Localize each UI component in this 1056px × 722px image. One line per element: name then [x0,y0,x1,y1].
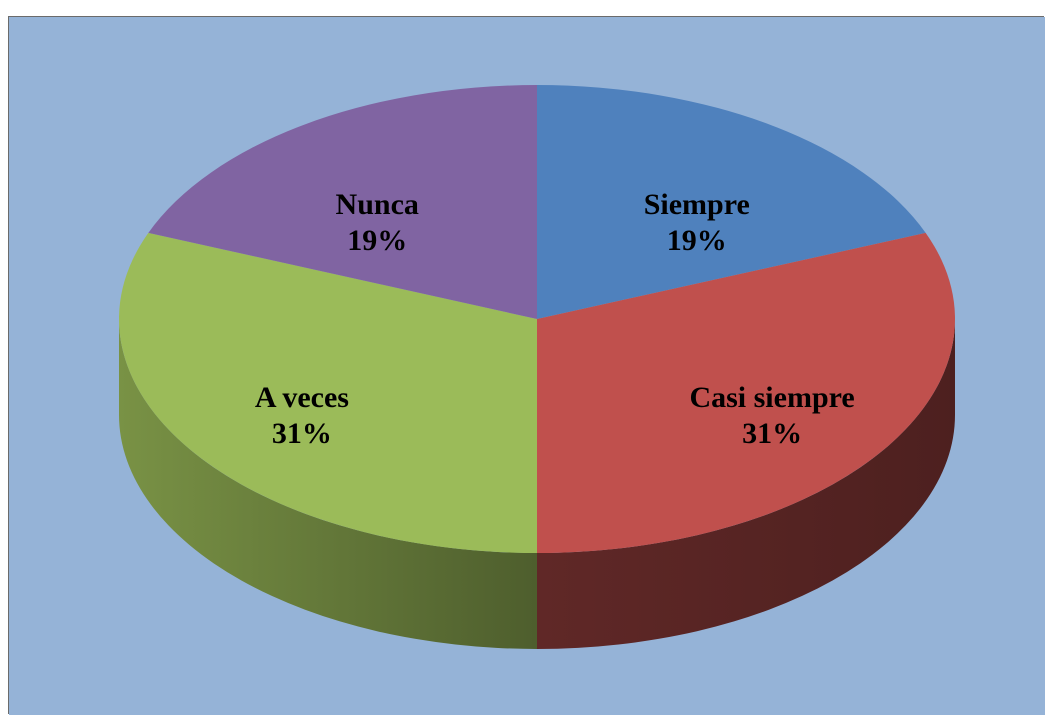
pie-slice-a-veces [119,232,538,553]
data-label-percent: 31% [272,417,332,450]
data-label-category: Nunca [336,188,419,221]
chart-area: Siempre 19% Casi siempre 31% A veces 31% Nunca… [8,16,1045,715]
data-label-percent: 31% [742,417,802,450]
data-label-category: A veces [255,381,349,414]
data-label-percent: 19% [667,224,727,257]
data-label-category: Casi siempre [689,381,854,414]
pie-slice-nunca [148,85,537,319]
data-label-category: Siempre [644,188,750,221]
pie-side-layer [119,319,955,649]
pie-slice-siempre [537,85,926,319]
data-label-a-veces: A veces 31% [255,381,349,450]
data-label-casi-siempre: Casi siempre 31% [689,381,854,450]
data-label-siempre: Siempre 19% [644,188,750,257]
pie-chart: Siempre 19%Casi siempre 31%A veces 31%Nunca… [9,17,1045,715]
pie-slice-casi-siempre [537,232,955,553]
data-labels: Siempre 19%Casi siempre 31%A veces 31%Nunca… [255,188,855,450]
pie-side-a-veces [119,319,537,649]
data-label-nunca: Nunca 19% [336,188,419,257]
data-label-percent: 19% [347,224,407,257]
pie-side-casi-siempre [537,319,955,649]
pie-top-layer [119,85,955,553]
